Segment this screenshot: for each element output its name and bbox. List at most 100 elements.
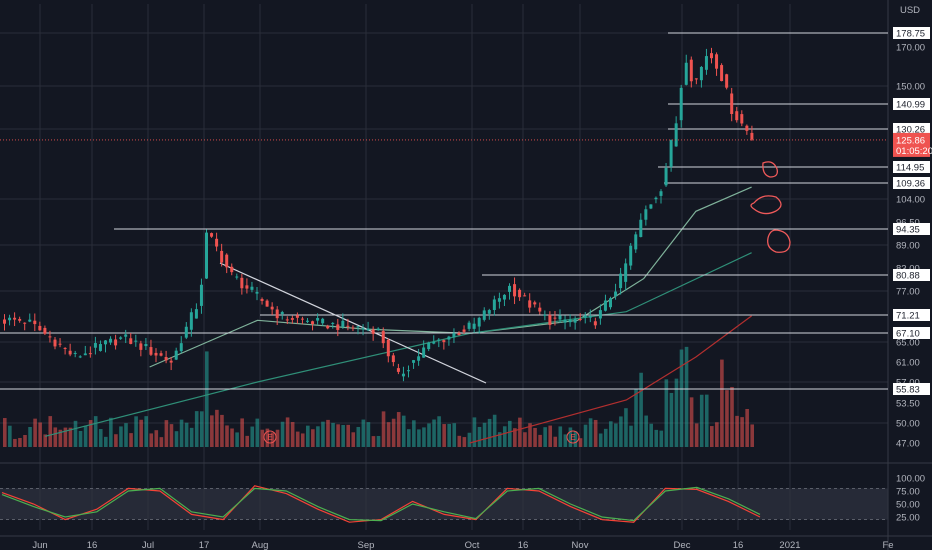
volume-bar bbox=[457, 435, 462, 447]
time-tick: Jun bbox=[32, 540, 47, 550]
last-price-tag bbox=[893, 132, 930, 157]
candle-body bbox=[245, 285, 249, 289]
level-tag-text: 94.35 bbox=[896, 225, 920, 236]
candle-body bbox=[412, 360, 416, 363]
volume-bar bbox=[487, 418, 492, 447]
volume-bar bbox=[240, 418, 244, 447]
volume-bar bbox=[603, 428, 608, 447]
level-tag-text: 109.36 bbox=[896, 179, 925, 190]
volume-bar bbox=[124, 423, 128, 447]
candle-body bbox=[275, 309, 279, 319]
volume-bar bbox=[351, 432, 356, 447]
time-tick: Dec bbox=[674, 540, 691, 550]
candle-body bbox=[366, 328, 370, 331]
volume-bar bbox=[593, 419, 598, 447]
candle-body bbox=[689, 59, 693, 82]
stochastic-line bbox=[1, 485, 761, 523]
candle-body bbox=[23, 322, 27, 324]
candle-body bbox=[8, 317, 12, 321]
candle-body bbox=[220, 250, 224, 263]
volume-bar bbox=[245, 435, 249, 447]
volume-bar bbox=[139, 419, 143, 447]
volume-bar bbox=[442, 424, 446, 447]
candle-body bbox=[33, 320, 37, 325]
volume-bar bbox=[376, 435, 381, 447]
price-axis[interactable]: USD 178.75 170.00 150.00 140.99 130.26 114.95 1… bbox=[893, 5, 930, 524]
time-tick: 16 bbox=[87, 540, 98, 550]
downtrend-line bbox=[219, 262, 487, 384]
volume-bar bbox=[664, 379, 669, 447]
volume-bar bbox=[427, 423, 431, 447]
candle-body bbox=[401, 373, 405, 377]
stochastic-tick: 75.00 bbox=[896, 487, 920, 498]
price-tick: 150.00 bbox=[896, 82, 925, 93]
candle-body bbox=[28, 319, 32, 322]
sma-short-line bbox=[149, 186, 752, 368]
volume-bar bbox=[735, 415, 739, 447]
volume-bar bbox=[477, 426, 482, 447]
volume-bar bbox=[88, 420, 93, 447]
candle-body bbox=[427, 342, 431, 350]
candle-body bbox=[169, 360, 173, 363]
candle-body bbox=[83, 353, 87, 356]
volume-bar bbox=[23, 434, 27, 447]
candle-body bbox=[184, 326, 188, 338]
volume-bar bbox=[684, 346, 689, 447]
candle-body bbox=[149, 347, 153, 355]
volume-bar bbox=[614, 423, 618, 447]
volume-bar bbox=[523, 432, 527, 447]
candle-body bbox=[73, 352, 77, 354]
volume-bar bbox=[321, 421, 325, 447]
earnings-marker bbox=[263, 430, 277, 444]
earnings-label: E bbox=[267, 433, 272, 442]
candle-body bbox=[674, 123, 678, 147]
volume-bar bbox=[533, 427, 537, 447]
annotations bbox=[750, 161, 791, 253]
volume-bar bbox=[508, 420, 512, 447]
volume-bar bbox=[710, 426, 714, 447]
candle-body bbox=[487, 310, 491, 314]
volume-bar bbox=[225, 425, 229, 447]
candle-body bbox=[109, 338, 113, 343]
volume-bar bbox=[58, 429, 63, 447]
time-tick: 17 bbox=[199, 540, 210, 550]
candle-body bbox=[543, 314, 547, 316]
volume-bar bbox=[104, 436, 108, 447]
candle-body bbox=[265, 300, 269, 307]
volume-bar bbox=[558, 426, 563, 447]
time-tick: 16 bbox=[518, 540, 529, 550]
stochastic-line bbox=[1, 486, 761, 522]
volume-bar bbox=[654, 429, 659, 447]
time-tick: 16 bbox=[733, 540, 744, 550]
level-tag bbox=[893, 327, 930, 339]
candle-body bbox=[457, 333, 461, 336]
volume-bar bbox=[437, 416, 441, 447]
volume-bar bbox=[8, 425, 12, 447]
volume-bar bbox=[159, 437, 164, 447]
volume-bar bbox=[634, 388, 638, 447]
candle-body bbox=[598, 310, 602, 319]
volume-bar bbox=[280, 421, 285, 447]
volume-bar bbox=[275, 429, 280, 447]
level-tag bbox=[893, 27, 930, 39]
candle-body bbox=[376, 328, 380, 330]
volume-bar bbox=[230, 428, 234, 447]
volume-bar bbox=[260, 429, 265, 447]
candle-body bbox=[417, 356, 421, 361]
candle-body bbox=[255, 291, 259, 294]
volume-bar bbox=[750, 424, 754, 447]
candle-body bbox=[745, 125, 749, 131]
volume-bar bbox=[164, 420, 169, 447]
candle-body bbox=[593, 321, 597, 326]
candle-body bbox=[462, 329, 466, 332]
volume-bar bbox=[13, 438, 17, 447]
time-axis[interactable]: Jun 16 Jul 17 Aug Sep Oct 16 Nov Dec 16 2021 Fe bbox=[32, 540, 893, 550]
candle-body bbox=[558, 315, 562, 320]
candle-body bbox=[396, 368, 400, 372]
volume-bar bbox=[154, 430, 159, 447]
candle-body bbox=[497, 298, 501, 302]
volume-bar bbox=[543, 427, 547, 447]
candle-body bbox=[588, 315, 592, 318]
